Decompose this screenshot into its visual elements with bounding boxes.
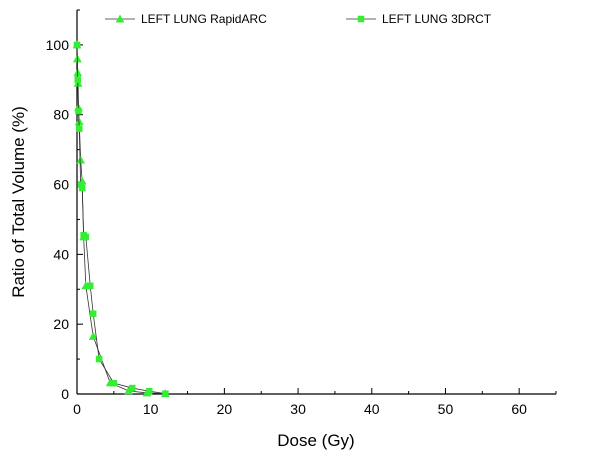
data-point-2 (129, 384, 136, 392)
y-tick-label: 40 (53, 246, 69, 262)
y-axis-ticks: 0 20 40 60 80 100 (46, 9, 83, 402)
legend: LEFT LUNG RapidARC LEFT LUNG 3DRCT (105, 12, 492, 26)
legend-marker (115, 14, 125, 23)
x-tick-label: 30 (290, 401, 306, 417)
y-tick-label: 60 (53, 177, 69, 193)
legend-label: LEFT LUNG RapidARC (141, 12, 267, 26)
x-tick-label: 50 (438, 401, 454, 417)
data-point-2 (75, 125, 83, 132)
x-tick-label: 10 (143, 401, 159, 417)
y-tick-label: 0 (61, 386, 69, 402)
x-tick-label: 40 (364, 401, 380, 417)
x-tick-label: 60 (511, 401, 527, 417)
data-point-2 (87, 282, 94, 290)
x-axis-ticks: 0 10 20 30 40 50 60 (73, 388, 557, 417)
data-point-2 (75, 107, 82, 115)
data-point-2 (74, 76, 81, 84)
legend-label: LEFT LUNG 3DRCT (382, 12, 492, 26)
y-tick-label: 80 (53, 107, 69, 123)
series-line-1 (76, 44, 166, 395)
x-axis-title: Dose (Gy) (277, 431, 354, 450)
series-line-2 (76, 44, 166, 395)
x-tick-label: 0 (73, 401, 81, 417)
y-tick-label: 20 (53, 316, 69, 332)
data-point-2 (95, 355, 103, 363)
data-point-2 (110, 379, 118, 387)
data-point-2 (78, 184, 86, 192)
y-axis-title: Ratio of Total Volume (%) (9, 106, 28, 298)
data-point-2 (73, 41, 81, 49)
data-point-2 (82, 233, 90, 241)
y-tick-label: 100 (46, 37, 70, 53)
data-point-1 (76, 155, 86, 164)
data-point-1 (88, 331, 98, 340)
data-point-2 (162, 390, 169, 397)
data-point-2 (89, 310, 97, 317)
data-point-2 (145, 387, 153, 395)
plot-area (72, 40, 170, 398)
legend-marker (357, 15, 365, 23)
x-tick-label: 20 (217, 401, 233, 417)
